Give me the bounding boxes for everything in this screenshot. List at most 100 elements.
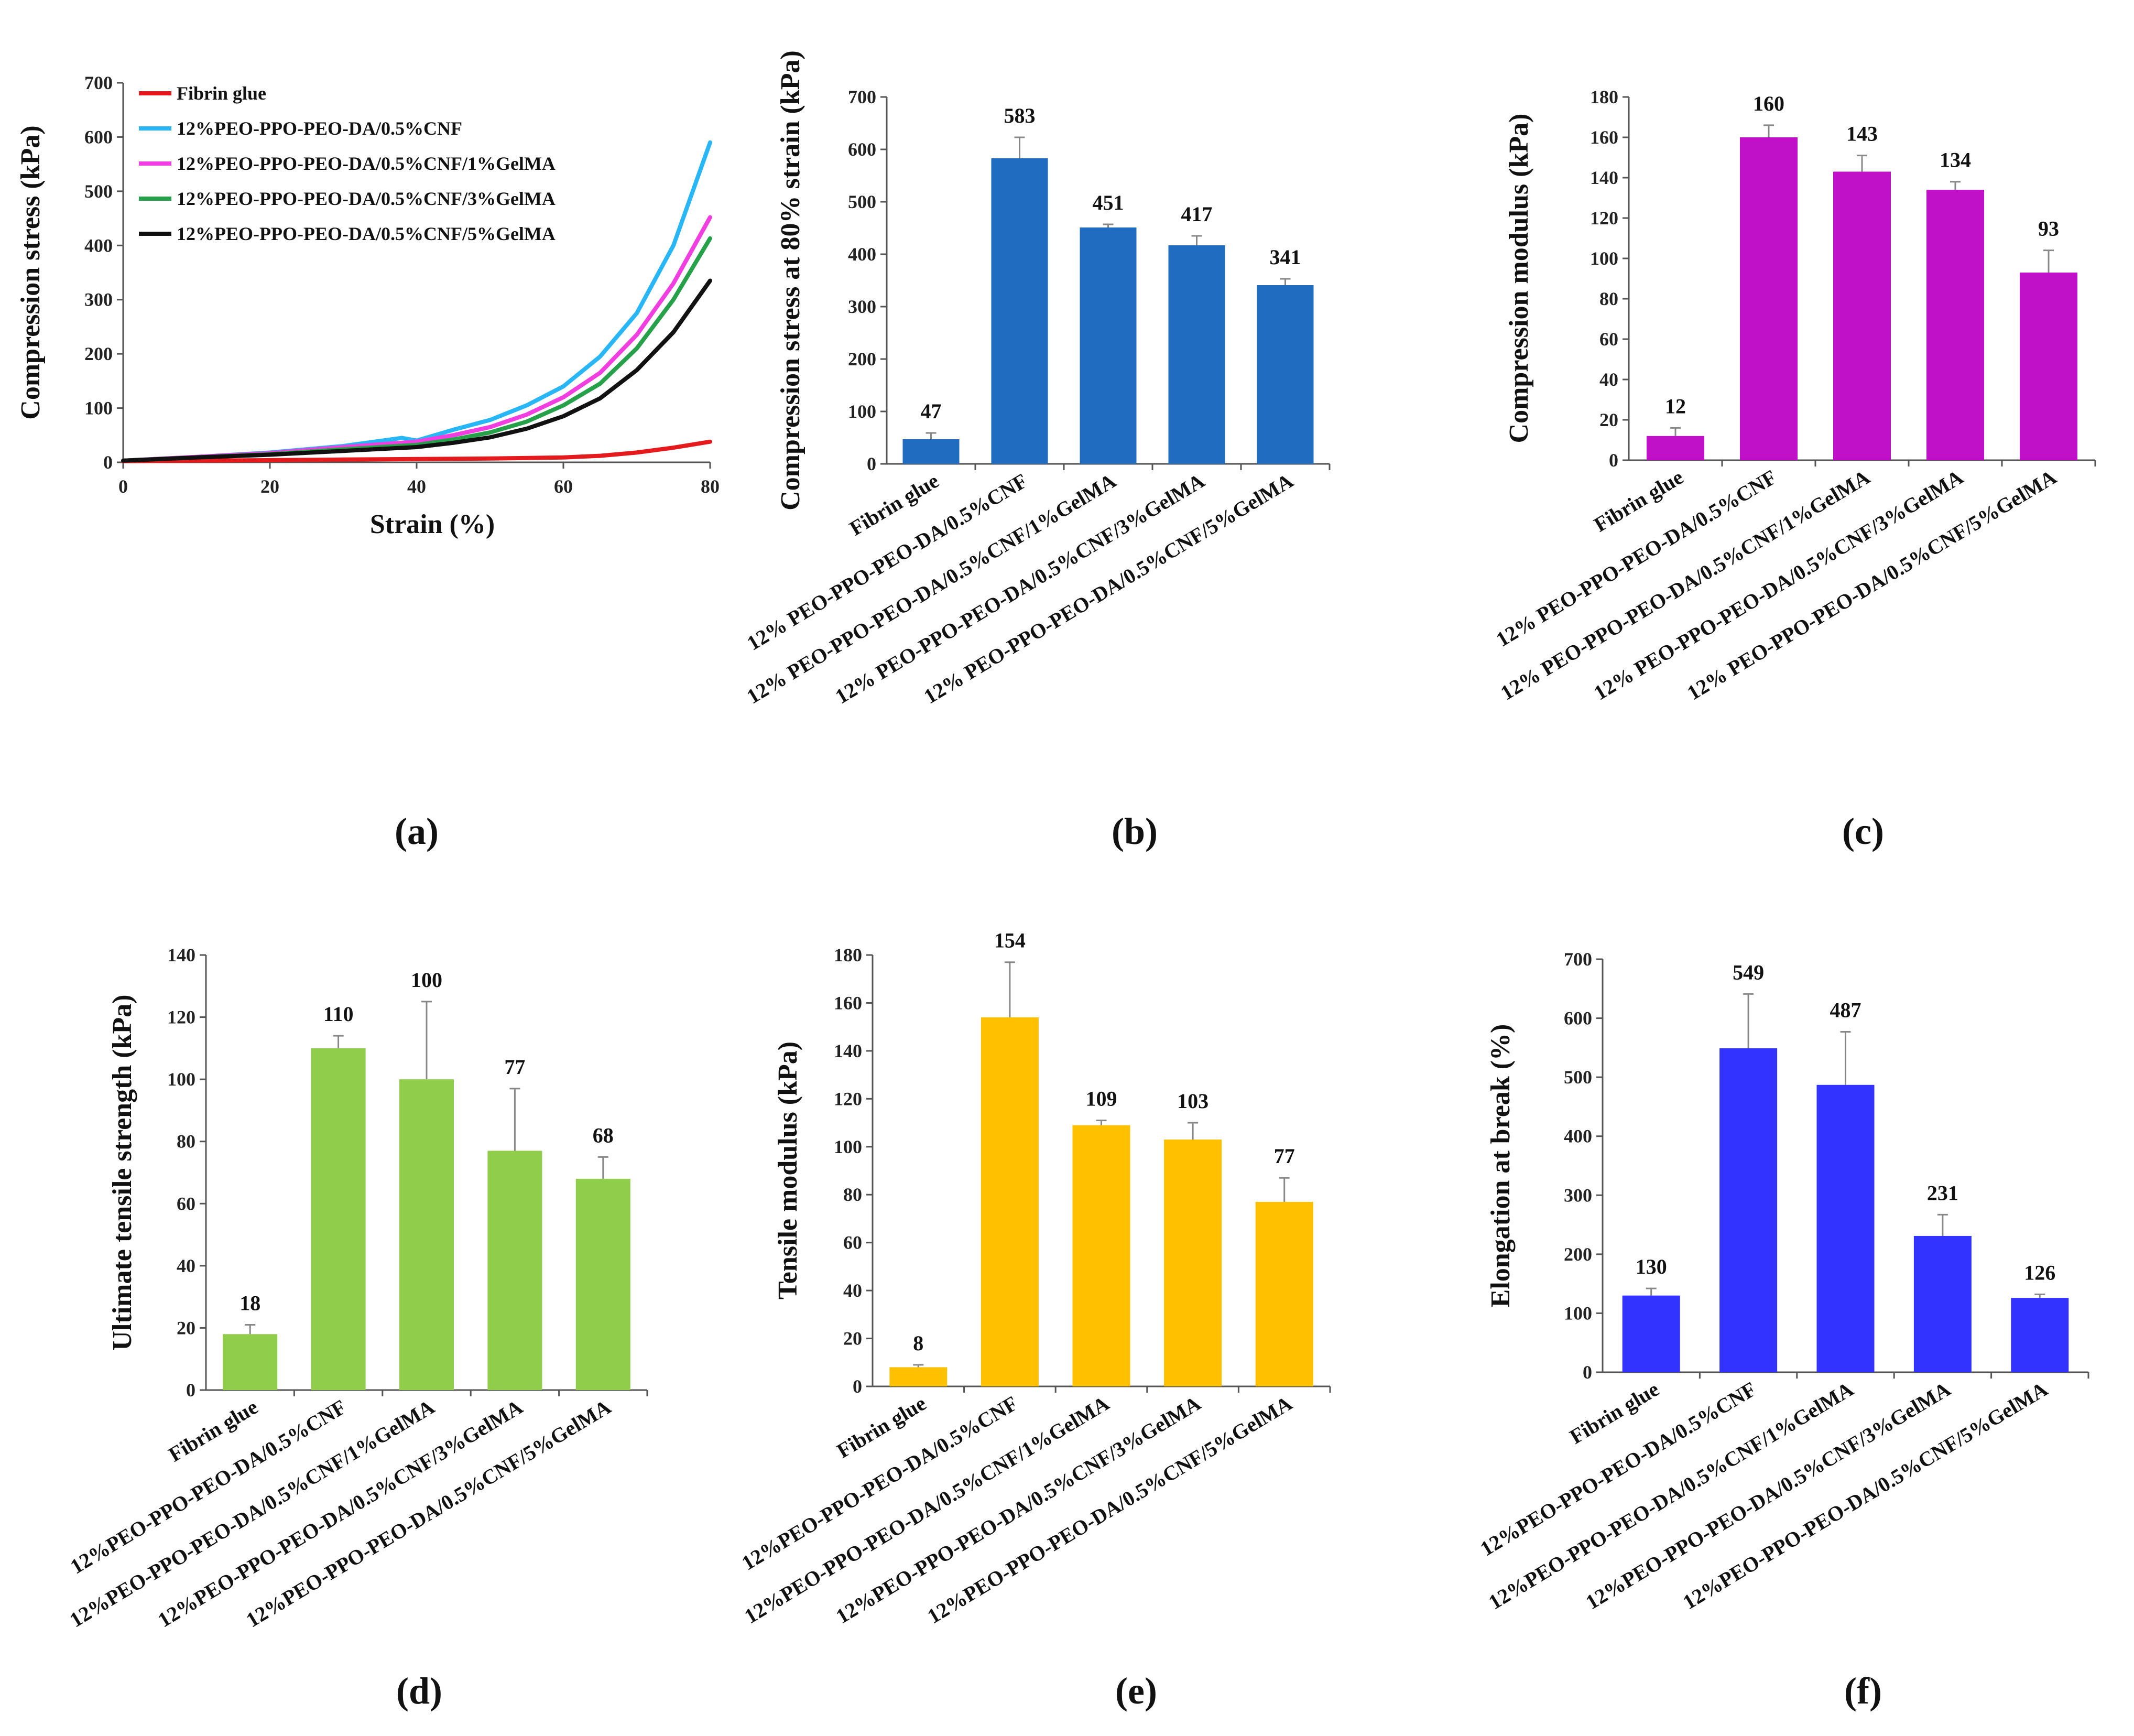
bar bbox=[487, 1151, 542, 1390]
data-label: 134 bbox=[1940, 148, 1971, 172]
bar bbox=[889, 1367, 948, 1386]
y-tick-label: 120 bbox=[834, 1088, 862, 1109]
data-label: 487 bbox=[1830, 998, 1861, 1022]
category-label: 12%PEO-PPO-PEO-DA/0.5%CNF/1%GelMA bbox=[1484, 1377, 1857, 1614]
x-axis-title: Strain (%) bbox=[370, 509, 495, 539]
y-tick-label: 400 bbox=[1564, 1126, 1592, 1147]
y-tick-label: 20 bbox=[1599, 409, 1618, 430]
y-axis-title: Elongation at break (%) bbox=[1486, 1024, 1516, 1308]
y-tick-label: 140 bbox=[834, 1040, 862, 1061]
bar bbox=[1072, 1125, 1130, 1386]
bar bbox=[399, 1079, 454, 1390]
panel-label: (d) bbox=[396, 1670, 442, 1712]
y-tick-label: 200 bbox=[1564, 1244, 1592, 1265]
series-line bbox=[121, 439, 712, 463]
y-tick-label: 20 bbox=[843, 1328, 862, 1349]
y-tick-label: 20 bbox=[177, 1317, 195, 1338]
chart-panel-d: 0 20 40 60 80 100 120 140 Ultimate tensile stren… bbox=[66, 945, 648, 1712]
data-label: 8 bbox=[913, 1331, 923, 1355]
y-tick-label: 0 bbox=[853, 1376, 862, 1397]
y-tick-label: 140 bbox=[1590, 167, 1618, 188]
y-tick-label: 100 bbox=[834, 1136, 862, 1157]
chart-panel-f: 0 100 200 300 400 500 600 700 Elongation at brea… bbox=[1476, 949, 2089, 1712]
y-axis-title: Ultimate tensile strength (kPa) bbox=[107, 994, 137, 1350]
y-tick-label: 60 bbox=[177, 1193, 195, 1214]
y-tick-label: 100 bbox=[848, 401, 876, 422]
series-line bbox=[121, 278, 712, 463]
y-tick-label: 120 bbox=[1590, 208, 1618, 229]
y-tick-label: 700 bbox=[1564, 949, 1592, 970]
bar bbox=[981, 1017, 1039, 1386]
data-label: 110 bbox=[323, 1002, 354, 1026]
data-label: 100 bbox=[411, 968, 442, 992]
bar bbox=[1913, 1235, 1972, 1372]
data-label: 47 bbox=[921, 399, 942, 423]
y-tick-label: 300 bbox=[848, 296, 876, 317]
y-tick-label: 500 bbox=[84, 181, 113, 202]
bar bbox=[1926, 190, 1984, 461]
bar bbox=[991, 158, 1048, 464]
data-label: 341 bbox=[1270, 245, 1301, 269]
legend-entry: 12%PEO-PPO-PEO-DA/0.5%CNF/1%GelMA bbox=[177, 153, 556, 174]
data-label: 154 bbox=[994, 929, 1026, 952]
y-tick-label: 100 bbox=[1590, 248, 1618, 269]
bar bbox=[1647, 436, 1704, 460]
legend-entry: 12%PEO-PPO-PEO-DA/0.5%CNF/5%GelMA bbox=[177, 223, 556, 244]
y-tick-label: 300 bbox=[1564, 1185, 1592, 1206]
y-tick-label: 100 bbox=[1564, 1303, 1592, 1323]
y-tick-label: 100 bbox=[167, 1069, 195, 1090]
x-tick-label: 0 bbox=[118, 476, 128, 497]
data-label: 143 bbox=[1846, 122, 1878, 146]
bar bbox=[1719, 1048, 1778, 1372]
bar bbox=[1816, 1084, 1875, 1372]
panel-label: (a) bbox=[395, 810, 439, 852]
bar bbox=[1622, 1295, 1680, 1372]
y-tick-label: 40 bbox=[1599, 369, 1618, 390]
data-label: 12 bbox=[1665, 394, 1686, 418]
legend-entry: 12%PEO-PPO-PEO-DA/0.5%CNF bbox=[177, 118, 462, 139]
legend-entry: 12%PEO-PPO-PEO-DA/0.5%CNF/3%GelMA bbox=[177, 188, 556, 209]
y-tick-label: 40 bbox=[177, 1255, 195, 1276]
panel-label: (e) bbox=[1115, 1670, 1157, 1712]
data-label: 160 bbox=[1753, 92, 1784, 115]
y-tick-label: 400 bbox=[84, 235, 113, 256]
x-tick-label: 20 bbox=[260, 476, 279, 497]
bar bbox=[1740, 137, 1798, 460]
data-label: 77 bbox=[1274, 1144, 1295, 1168]
y-tick-label: 180 bbox=[834, 945, 862, 965]
legend-entry: Fibrin glue bbox=[177, 83, 266, 104]
y-axis-title: Compression modulus (kPa) bbox=[1504, 114, 1534, 443]
y-tick-label: 80 bbox=[1599, 288, 1618, 309]
series-line bbox=[121, 215, 712, 463]
data-label: 231 bbox=[1927, 1181, 1958, 1205]
y-tick-label: 100 bbox=[84, 398, 113, 419]
y-tick-label: 60 bbox=[843, 1232, 862, 1253]
data-label: 549 bbox=[1733, 960, 1764, 984]
y-tick-label: 160 bbox=[1590, 127, 1618, 148]
y-tick-label: 0 bbox=[1609, 450, 1618, 471]
data-label: 103 bbox=[1177, 1089, 1208, 1113]
y-tick-label: 500 bbox=[1564, 1067, 1592, 1088]
y-tick-label: 600 bbox=[1564, 1008, 1592, 1029]
y-axis-title: Compression stress at 80% strain (kPa) bbox=[776, 50, 805, 511]
data-label: 417 bbox=[1181, 202, 1213, 226]
bar bbox=[223, 1334, 278, 1390]
category-label: 12%PEO-PPO-PEO-DA/0.5%CNF/1%GelMA bbox=[740, 1391, 1113, 1628]
y-tick-label: 0 bbox=[103, 452, 113, 473]
y-tick-label: 80 bbox=[843, 1184, 862, 1205]
bar bbox=[1168, 245, 1225, 464]
y-tick-label: 0 bbox=[1583, 1362, 1592, 1383]
bar bbox=[1833, 171, 1891, 460]
bar bbox=[2020, 272, 2077, 460]
y-tick-label: 120 bbox=[167, 1007, 195, 1028]
y-tick-label: 40 bbox=[843, 1280, 862, 1301]
data-label: 583 bbox=[1004, 104, 1036, 127]
bar bbox=[575, 1178, 630, 1390]
bar bbox=[1080, 227, 1137, 464]
chart-panel-e: 0 20 40 60 80 100 120 140 160 180 Tensile modulus … bbox=[737, 929, 1331, 1712]
y-tick-label: 300 bbox=[84, 289, 113, 310]
data-label: 68 bbox=[593, 1123, 614, 1147]
y-tick-label: 60 bbox=[1599, 329, 1618, 350]
